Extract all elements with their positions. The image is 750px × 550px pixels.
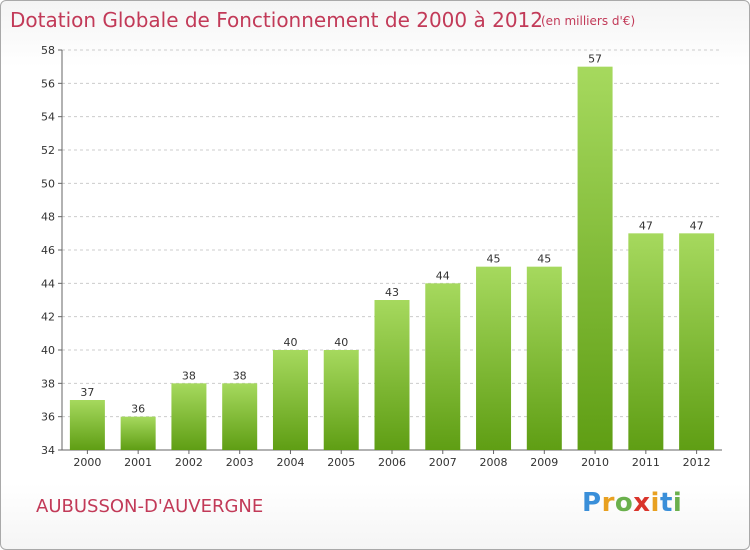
chart-title: Dotation Globale de Fonctionnement de 20… [10,8,543,32]
data-label: 43 [385,286,399,299]
logo-letter: P [582,488,602,518]
data-label: 36 [131,403,145,416]
bar [679,233,715,450]
x-tick-label: 2008 [480,456,508,469]
bar [425,283,461,450]
bar [272,350,308,450]
y-tick-label: 34 [41,444,55,457]
bar [222,383,258,450]
data-label: 38 [233,369,247,382]
y-tick-label: 46 [41,244,55,257]
data-label: 38 [182,369,196,382]
x-tick-label: 2007 [429,456,457,469]
y-tick-label: 54 [41,111,55,124]
y-tick-label: 50 [41,177,55,190]
data-label: 45 [487,253,501,266]
bar [120,416,156,450]
data-label: 47 [690,219,704,232]
data-label: 40 [283,336,297,349]
logo-letter: x [633,488,651,518]
x-tick-label: 2004 [276,456,304,469]
x-tick-label: 2006 [378,456,406,469]
x-tick-label: 2003 [226,456,254,469]
chart-subtitle: (en milliers d'€) [541,14,636,28]
bar [476,266,512,450]
proxiti-logo: Proxiti [582,488,682,518]
logo-letter: t [659,488,673,518]
bar [323,350,359,450]
logo-letter: r [601,488,615,518]
data-label: 47 [639,219,653,232]
logo-letter: i [650,488,660,518]
commune-name: AUBUSSON-D'AUVERGNE [36,496,264,517]
logo-letter: o [614,488,634,518]
bar [374,300,410,450]
y-tick-label: 40 [41,344,55,357]
y-tick-label: 36 [41,411,55,424]
logo-letter: i [672,488,683,518]
bar [628,233,664,450]
x-tick-label: 2002 [175,456,203,469]
x-tick-label: 2010 [581,456,609,469]
data-label: 57 [588,53,602,66]
data-label: 37 [80,386,94,399]
x-tick-label: 2009 [530,456,558,469]
x-tick-label: 2011 [632,456,660,469]
bar [69,400,105,450]
y-tick-label: 38 [41,377,55,390]
data-label: 40 [334,336,348,349]
y-tick-label: 48 [41,211,55,224]
y-tick-label: 42 [41,311,55,324]
y-tick-label: 52 [41,144,55,157]
y-tick-label: 58 [41,44,55,57]
bar [526,266,562,450]
data-label: 45 [537,253,551,266]
x-tick-label: 2001 [124,456,152,469]
y-tick-label: 56 [41,77,55,90]
y-tick-label: 44 [41,277,55,290]
bar [171,383,207,450]
x-tick-label: 2012 [683,456,711,469]
data-label: 44 [436,269,450,282]
x-tick-label: 2000 [73,456,101,469]
bar [577,66,613,451]
x-tick-label: 2005 [327,456,355,469]
